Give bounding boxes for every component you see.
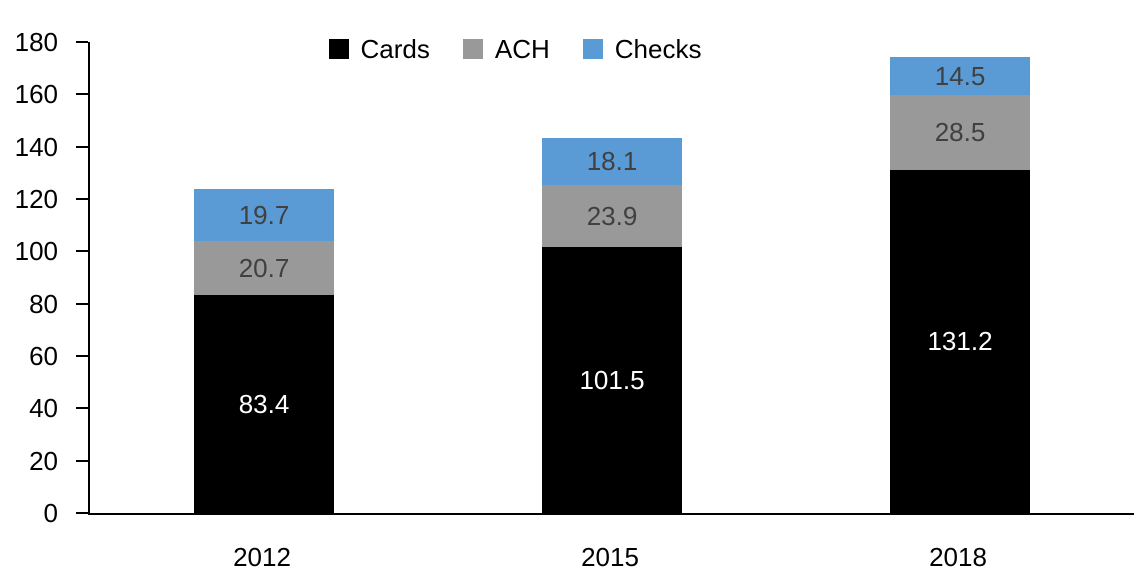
data-label-2018-cards: 131.2 bbox=[927, 326, 993, 357]
y-axis-tick-label: 60 bbox=[29, 341, 58, 372]
y-axis-tick-label: 0 bbox=[43, 498, 58, 528]
y-axis-tick bbox=[76, 145, 88, 148]
data-label-2018-ach: 28.5 bbox=[934, 117, 986, 148]
legend-swatch-icon bbox=[462, 39, 483, 59]
legend-swatch-icon bbox=[582, 39, 603, 59]
x-axis-labels: 2012 2015 2018 bbox=[88, 542, 1132, 578]
bar-2018-checks-segment: 14.5 bbox=[890, 57, 1030, 96]
data-label-2018-checks: 14.5 bbox=[934, 61, 986, 92]
bar-2018-ach-segment: 28.5 bbox=[890, 95, 1030, 170]
x-axis-label-2015: 2015 bbox=[581, 542, 639, 572]
y-axis-tick bbox=[76, 355, 88, 358]
y-axis-tick bbox=[76, 302, 88, 305]
y-axis-tick bbox=[76, 407, 88, 410]
x-axis-label-2012: 2012 bbox=[233, 542, 291, 572]
y-axis-tick bbox=[76, 93, 88, 96]
legend-swatch-icon bbox=[328, 39, 349, 59]
plot-area: 83.4 20.7 19.7 101.5 23.9 18.1 131.2 28.5 14.5 bbox=[88, 42, 1134, 515]
legend-item-ach: ACH bbox=[462, 34, 550, 64]
y-axis-tick bbox=[76, 512, 88, 514]
data-label-2012-cards: 83.4 bbox=[238, 388, 290, 419]
legend-label: ACH bbox=[494, 34, 550, 64]
bar-2018-cards-segment: 131.2 bbox=[890, 169, 1030, 513]
data-label-2015-ach: 23.9 bbox=[586, 201, 638, 232]
legend-label: Cards bbox=[360, 34, 430, 64]
data-label-2015-cards: 101.5 bbox=[579, 365, 645, 396]
bar-2012-checks-segment: 19.7 bbox=[194, 189, 334, 241]
y-axis-tick-label: 120 bbox=[14, 184, 58, 215]
data-label-2012-checks: 19.7 bbox=[238, 199, 290, 230]
y-axis-tick bbox=[76, 41, 88, 43]
data-label-2015-checks: 18.1 bbox=[586, 146, 638, 177]
y-axis-tick-label: 160 bbox=[14, 79, 58, 110]
y-axis-tick bbox=[76, 198, 88, 201]
y-axis-tick-label: 140 bbox=[14, 131, 58, 162]
legend-item-checks: Checks bbox=[582, 34, 702, 64]
bar-2012-ach-segment: 20.7 bbox=[194, 240, 334, 295]
bar-2012-cards-segment: 83.4 bbox=[194, 294, 334, 513]
y-axis-tick-label: 20 bbox=[29, 445, 58, 476]
bar-2015-checks-segment: 18.1 bbox=[542, 137, 682, 185]
y-axis-tick-label: 100 bbox=[14, 236, 58, 267]
legend-label: Checks bbox=[614, 34, 702, 64]
x-axis-label-2018: 2018 bbox=[929, 542, 987, 572]
legend: Cards ACH Checks bbox=[0, 36, 1083, 62]
y-axis-tick-label: 180 bbox=[14, 27, 58, 57]
y-axis-tick bbox=[76, 459, 88, 462]
y-axis-tick-label: 80 bbox=[29, 288, 58, 319]
bar-2015-cards-segment: 101.5 bbox=[542, 247, 682, 513]
legend-item-cards: Cards bbox=[328, 34, 430, 64]
data-label-2012-ach: 20.7 bbox=[238, 252, 290, 283]
y-axis-ticks bbox=[76, 41, 88, 514]
bar-2015-ach-segment: 23.9 bbox=[542, 184, 682, 248]
y-axis-labels: 0 20 40 60 80 100 120 140 160 180 bbox=[0, 29, 58, 526]
y-axis-tick bbox=[76, 250, 88, 253]
y-axis-tick-label: 40 bbox=[29, 393, 58, 424]
